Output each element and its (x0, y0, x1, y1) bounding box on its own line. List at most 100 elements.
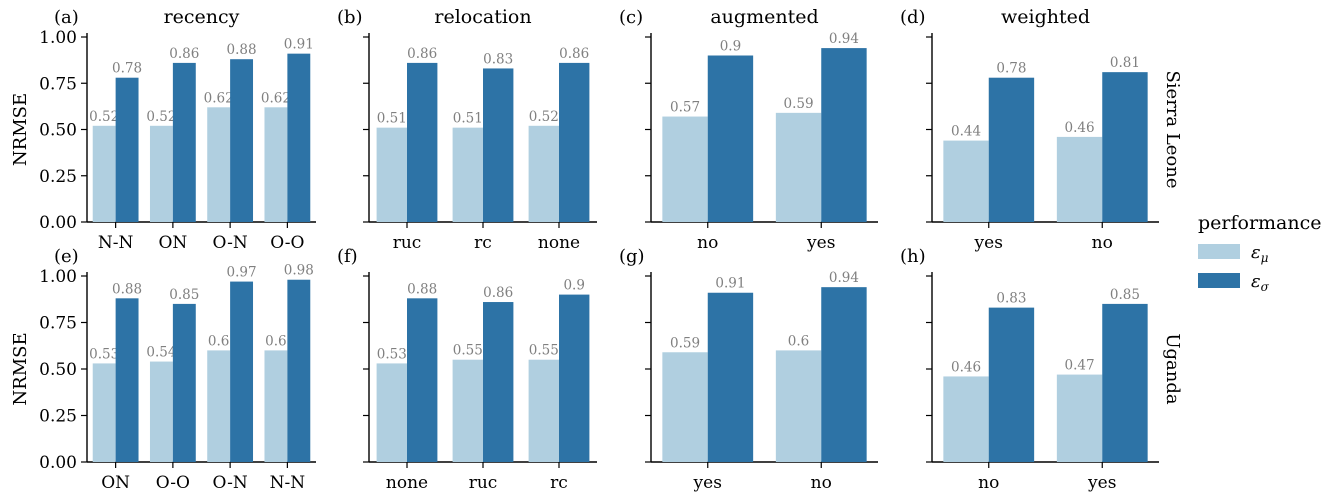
bar-value-label: 0.91 (715, 276, 745, 292)
bar-mu (264, 350, 288, 462)
subplot-e: 0.00 0.25 0.50 0.75 1.00 ON 0.53 0.88 O-O 0.54 0.8… (39, 246, 316, 493)
subplot-h: no 0.46 0.83 yes 0.47 0.85 (h) (900, 246, 1159, 493)
bar-mu (528, 125, 559, 222)
bar-value-label: 0.62 (261, 90, 291, 106)
x-tick-label: rc (474, 233, 492, 253)
x-tick-label: yes (806, 233, 835, 253)
bar-value-label: 0.6 (265, 333, 286, 349)
bar-sigma (115, 77, 139, 222)
y-axis-label: NRMSE (10, 93, 31, 166)
subplot-g: yes 0.59 0.91 no 0.6 0.94 (g) (619, 246, 878, 493)
x-tick-label: O-N (213, 473, 248, 493)
bar-sigma (559, 294, 590, 462)
bar-value-label: 0.78 (112, 61, 142, 77)
bar-mu (452, 359, 483, 462)
bar-sigma (407, 62, 438, 223)
bar-value-label: 0.86 (483, 285, 513, 301)
bar-value-label: 0.6 (788, 333, 809, 349)
bar-value-label: 0.88 (112, 281, 142, 297)
bar-sigma (483, 302, 514, 462)
legend-label-sigma: εσ (1251, 271, 1270, 294)
bar-value-label: 0.55 (529, 343, 559, 359)
bar-sigma (821, 287, 867, 462)
x-tick-label: yes (1087, 473, 1116, 493)
bar-value-label: 0.78 (996, 61, 1026, 77)
bar-value-label: 0.86 (407, 46, 437, 62)
bar-mu (1056, 136, 1103, 222)
bar-value-label: 0.52 (146, 109, 176, 125)
panel-label: (b) (337, 7, 363, 28)
bar-value-label: 0.51 (453, 111, 483, 127)
bar-mu (149, 361, 173, 462)
bar-value-label: 0.59 (670, 335, 700, 351)
bar-value-label: 0.86 (559, 46, 589, 62)
bar-value-label: 0.59 (784, 96, 814, 112)
bar-sigma (988, 307, 1035, 462)
x-tick-label: no (697, 233, 718, 253)
subplot-c: no 0.57 0.9 yes 0.59 0.94 (c) augmented (619, 6, 878, 253)
bar-value-label: 0.81 (1110, 55, 1140, 71)
bar-sigma (287, 53, 311, 223)
y-tick-label: 0.25 (39, 407, 77, 427)
y-tick-label: 0.50 (39, 121, 77, 141)
subplot-b: ruc 0.51 0.86 rc 0.51 0.83 none 0.52 0.86 (b) relo… (337, 6, 597, 253)
bar-value-label: 0.88 (407, 281, 437, 297)
bar-sigma (1102, 72, 1148, 223)
panel-title: weighted (1001, 6, 1090, 28)
bar-mu (149, 125, 173, 222)
bar-mu (775, 350, 822, 462)
y-tick-label: 0.00 (39, 453, 77, 473)
bar-sigma (559, 62, 590, 223)
bar-mu (376, 127, 407, 222)
y-tick-label: 1.00 (39, 267, 77, 287)
y-tick-label: 0.75 (39, 314, 77, 334)
x-tick-label: yes (693, 473, 722, 493)
bar-sigma (1102, 303, 1148, 462)
bar-mu (528, 359, 559, 462)
bar-value-label: 0.83 (483, 51, 513, 67)
bar-sigma (287, 279, 311, 462)
bar-mu (452, 127, 483, 222)
bar-value-label: 0.85 (169, 287, 199, 303)
bar-sigma (821, 48, 867, 222)
bar-value-label: 0.62 (204, 90, 234, 106)
y-tick-label: 0.25 (39, 167, 77, 187)
legend: performance εμ εσ (1198, 212, 1322, 294)
x-tick-label: N-N (270, 473, 306, 493)
panel-label: (c) (619, 7, 643, 28)
bar-sigma (172, 303, 196, 462)
x-tick-label: ON (158, 233, 187, 253)
bar-sigma (230, 59, 254, 223)
y-tick-label: 0.00 (39, 213, 77, 233)
bar-mu (207, 107, 231, 222)
bar-value-label: 0.44 (951, 124, 981, 140)
bar-sigma (707, 292, 754, 462)
bar-value-label: 0.54 (146, 345, 176, 361)
bar-mu (264, 107, 288, 222)
bar-mu (662, 352, 708, 462)
subplot-a: 0.00 0.25 0.50 0.75 1.00 N-N 0.52 0.78 ON 0.52 0.8… (39, 6, 316, 253)
x-tick-label: O-O (270, 233, 304, 253)
x-tick-label: ruc (393, 233, 422, 253)
x-tick-label: ON (101, 473, 130, 493)
bar-value-label: 0.55 (453, 343, 483, 359)
legend-swatch-mu (1198, 244, 1240, 259)
bar-value-label: 0.46 (951, 359, 981, 375)
subplot-d: yes 0.44 0.78 no 0.46 0.81 (d) weighted (900, 6, 1159, 253)
x-tick-label: O-O (156, 473, 190, 493)
bar-value-label: 0.51 (377, 111, 407, 127)
panel-title: augmented (710, 6, 818, 28)
panel-label: (d) (900, 7, 926, 28)
bar-value-label: 0.47 (1065, 358, 1095, 374)
panel-title: recency (164, 6, 240, 28)
bar-sigma (230, 281, 254, 462)
bar-value-label: 0.97 (227, 265, 257, 281)
bar-sigma (707, 55, 754, 222)
y-axis-label: NRMSE (10, 332, 31, 405)
legend-title: performance (1198, 212, 1322, 234)
bar-value-label: 0.85 (1110, 287, 1140, 303)
bar-value-label: 0.91 (284, 37, 314, 53)
bar-value-label: 0.88 (227, 42, 257, 58)
bar-sigma (988, 77, 1035, 222)
panel-label: (e) (54, 246, 79, 267)
